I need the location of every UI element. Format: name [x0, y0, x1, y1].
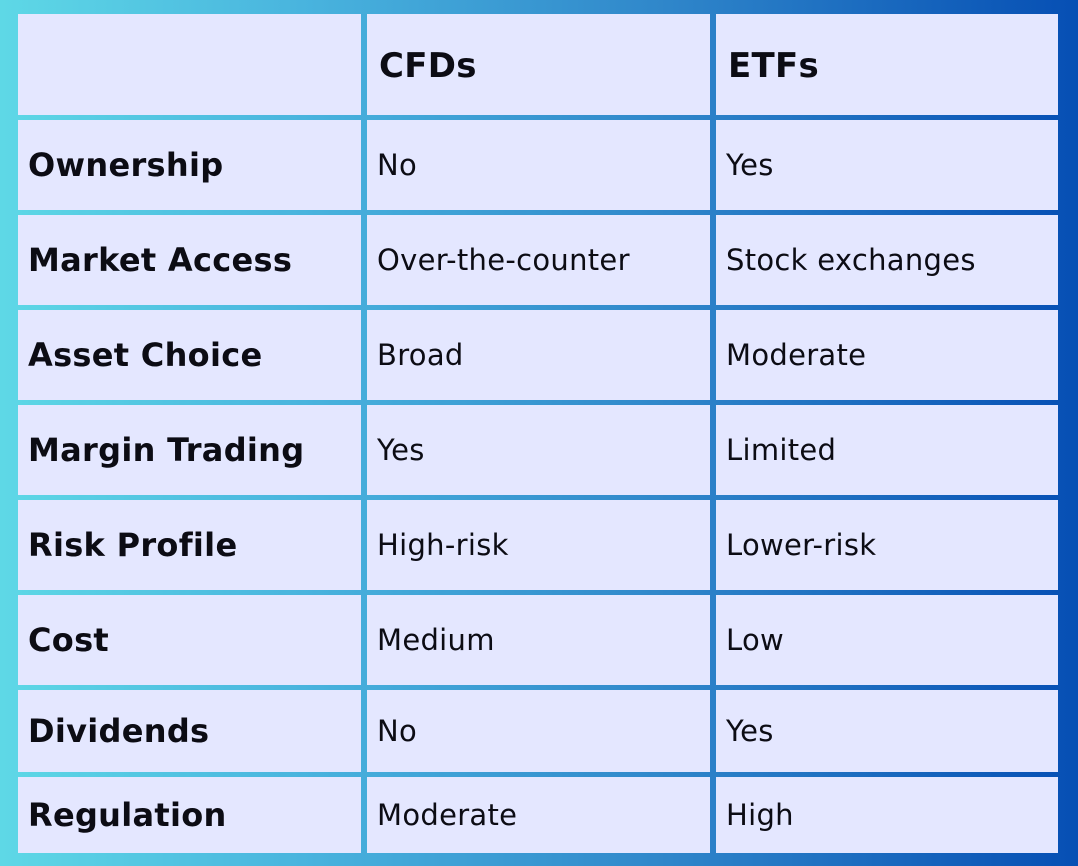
cell-risk-profile-etfs: Lower-risk [716, 500, 1058, 590]
cell-regulation-cfds: Moderate [367, 777, 710, 853]
cell-asset-choice-cfds: Broad [367, 310, 710, 400]
cell-risk-profile-cfds: High-risk [367, 500, 710, 590]
header-cfds: CFDs [367, 14, 710, 115]
cell-cost-cfds: Medium [367, 595, 710, 685]
row-label-risk-profile: Risk Profile [18, 500, 361, 590]
row-label-market-access: Market Access [18, 215, 361, 305]
row-label-asset-choice: Asset Choice [18, 310, 361, 400]
row-label-regulation: Regulation [18, 777, 361, 853]
row-label-cost: Cost [18, 595, 361, 685]
cell-ownership-etfs: Yes [716, 120, 1058, 210]
cell-market-access-cfds: Over-the-counter [367, 215, 710, 305]
cell-cost-etfs: Low [716, 595, 1058, 685]
cell-margin-trading-etfs: Limited [716, 405, 1058, 495]
row-label-dividends: Dividends [18, 690, 361, 772]
header-corner-cell [18, 14, 361, 115]
cell-dividends-cfds: No [367, 690, 710, 772]
cell-regulation-etfs: High [716, 777, 1058, 853]
comparison-table: CFDs ETFs Ownership No Yes Market Access… [18, 14, 1058, 853]
cell-ownership-cfds: No [367, 120, 710, 210]
header-etfs: ETFs [716, 14, 1058, 115]
row-label-margin-trading: Margin Trading [18, 405, 361, 495]
cell-margin-trading-cfds: Yes [367, 405, 710, 495]
cell-asset-choice-etfs: Moderate [716, 310, 1058, 400]
cell-dividends-etfs: Yes [716, 690, 1058, 772]
cell-market-access-etfs: Stock exchanges [716, 215, 1058, 305]
row-label-ownership: Ownership [18, 120, 361, 210]
